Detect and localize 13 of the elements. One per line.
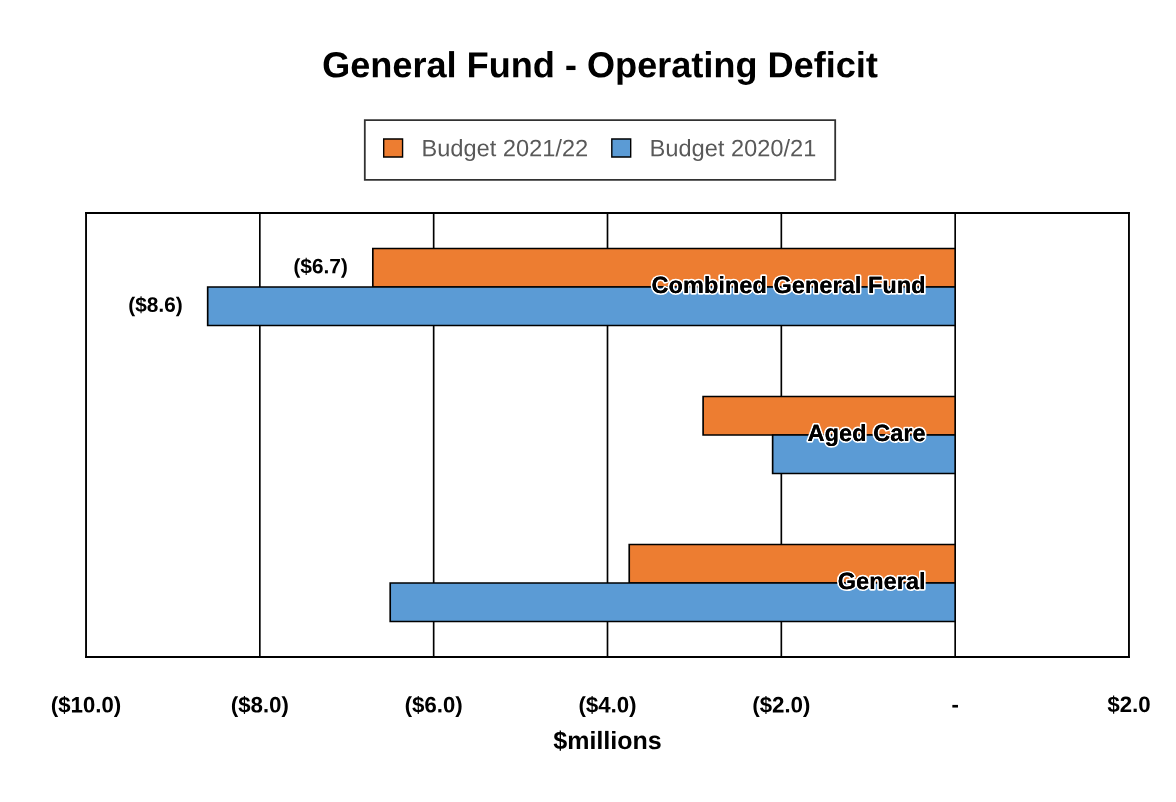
legend-label: Budget 2020/21 — [651, 139, 816, 162]
x-tick-label: ($6.0) — [405, 695, 462, 717]
x-tick-label: - — [952, 704, 958, 708]
chart-title: General Fund - Operating Deficit — [323, 51, 878, 85]
x-tick-label: ($8.0) — [231, 695, 288, 717]
x-tick-label: ($4.0) — [579, 695, 636, 717]
x-tick-label: $2.0 — [1107, 695, 1150, 714]
data-label: ($6.7) — [294, 257, 347, 278]
x-tick-label: ($2.0) — [753, 695, 810, 717]
data-label: ($8.6) — [129, 296, 182, 317]
x-axis-title: $millions — [553, 730, 661, 751]
legend-label: Budget 2021/22 — [423, 139, 588, 162]
x-tick-label: ($10.0) — [51, 695, 121, 717]
